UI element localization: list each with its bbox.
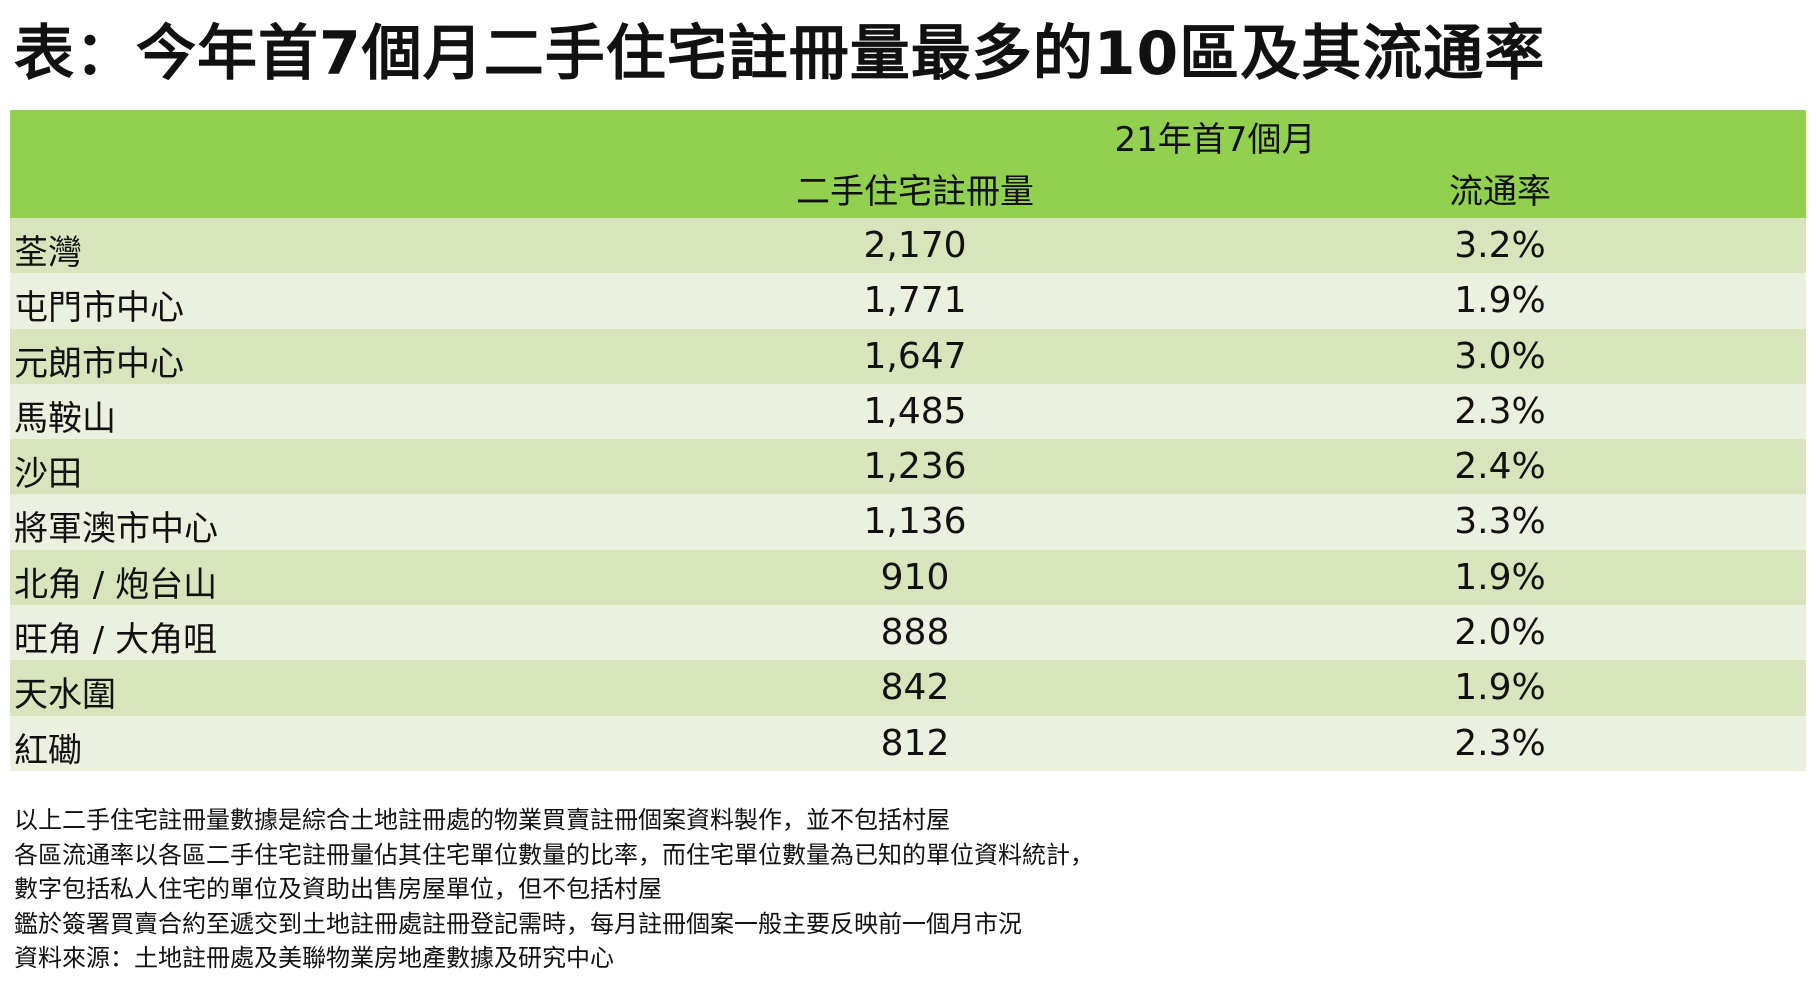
registrations-cell: 1,771	[863, 280, 967, 322]
table-row: 沙田 1,236 2.4%	[10, 439, 1806, 495]
table-row: 元朗市中心 1,647 3.0%	[10, 328, 1806, 384]
table-row: 紅磡 812 2.3%	[10, 715, 1806, 771]
turnover-cell: 1.9%	[1454, 667, 1546, 709]
registrations-column-header: 二手住宅註冊量	[796, 172, 1034, 212]
district-cell: 馬鞍山	[14, 398, 116, 439]
turnover-cell: 2.3%	[1454, 390, 1546, 432]
table-row: 馬鞍山 1,485 2.3%	[10, 383, 1806, 440]
turnover-cell: 3.2%	[1454, 225, 1546, 266]
turnover-cell: 3.0%	[1454, 335, 1546, 377]
footnote-line: 數字包括私人住宅的單位及資助出售房屋單位，但不包括村屋	[14, 875, 662, 903]
registrations-cell: 1,236	[863, 446, 967, 488]
turnover-cell: 2.3%	[1454, 722, 1546, 764]
district-cell: 屯門市中心	[14, 288, 184, 329]
turnover-column-header: 流通率	[1449, 172, 1551, 212]
registrations-cell: 910	[880, 556, 950, 598]
source-line: 資料來源：土地註冊處及美聯物業房地產數據及研究中心	[14, 944, 614, 972]
table-row: 將軍澳市中心 1,136 3.3%	[10, 494, 1806, 550]
table-row: 屯門市中心 1,771 1.9%	[10, 273, 1806, 329]
turnover-cell: 3.3%	[1454, 501, 1546, 543]
data-table: 21年首7個月 二手住宅註冊量 流通率 荃灣 2,170 3.2% 屯門市中心 …	[10, 110, 1806, 771]
turnover-cell: 2.0%	[1454, 612, 1546, 654]
table-row: 旺角 / 大角咀 888 2.0%	[10, 605, 1806, 661]
turnover-cell: 1.9%	[1454, 556, 1546, 598]
registrations-cell: 1,136	[863, 501, 967, 543]
registrations-cell: 812	[880, 722, 950, 764]
district-cell: 旺角 / 大角咀	[14, 620, 218, 661]
registrations-cell: 888	[880, 612, 950, 654]
district-cell: 紅磡	[14, 730, 82, 771]
district-cell: 元朗市中心	[14, 343, 184, 384]
registrations-cell: 842	[880, 667, 950, 709]
table-row: 天水圍 842 1.9%	[10, 660, 1806, 716]
page-title: 表：今年首7個月二手住宅註冊量最多的10區及其流通率	[14, 19, 1546, 89]
district-cell: 天水圍	[14, 675, 116, 716]
footnote-line: 以上二手住宅註冊量數據是綜合土地註冊處的物業買賣註冊個案資料製作，並不包括村屋	[14, 806, 950, 834]
turnover-cell: 1.9%	[1454, 280, 1546, 322]
period-header: 21年首7個月	[1114, 120, 1316, 160]
turnover-cell: 2.4%	[1454, 446, 1546, 488]
footnote-line: 各區流通率以各區二手住宅註冊量佔其住宅單位數量的比率，而住宅單位數量為已知的單位…	[14, 840, 1094, 869]
registrations-cell: 1,485	[863, 390, 967, 432]
district-cell: 荃灣	[14, 233, 82, 273]
table-row: 北角 / 炮台山 910 1.9%	[10, 549, 1806, 606]
district-cell: 沙田	[14, 454, 82, 495]
table-header: 21年首7個月 二手住宅註冊量 流通率	[10, 110, 1806, 218]
footnotes: 以上二手住宅註冊量數據是綜合土地註冊處的物業買賣註冊個案資料製作，並不包括村屋 …	[14, 803, 1804, 976]
footnote-line: 鑑於簽署買賣合約至遞交到土地註冊處註冊登記需時，每月註冊個案一般主要反映前一個月…	[14, 909, 1022, 938]
district-cell: 將軍澳市中心	[14, 509, 218, 550]
table-row: 荃灣 2,170 3.2%	[10, 218, 1806, 274]
district-cell: 北角 / 炮台山	[14, 564, 218, 605]
registrations-cell: 1,647	[863, 335, 967, 377]
registrations-cell: 2,170	[863, 225, 967, 266]
